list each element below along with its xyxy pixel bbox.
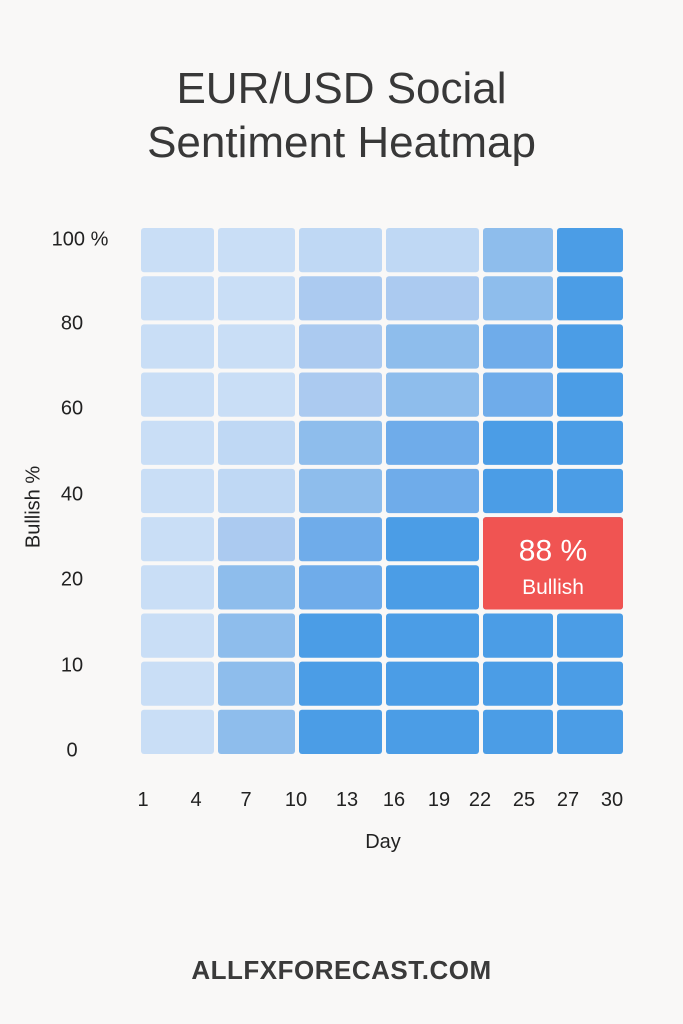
heatmap-cell [299,565,382,610]
heatmap-cell [299,276,382,321]
heatmap-cell [557,372,623,417]
heatmap-cell [557,468,623,514]
heatmap-cell [141,709,214,754]
x-tick-label: 13 [336,789,358,811]
chart-title-line-1: EUR/USD Social [176,64,507,113]
x-tick-label: 7 [240,789,251,811]
heatmap-cell [218,709,295,754]
heatmap-cell [299,324,382,369]
heatmap-cell [386,372,479,417]
y-tick-label: 10 [61,654,83,676]
y-tick-label: 100 % [52,228,109,250]
heatmap-cell [386,468,479,514]
heatmap-cell [218,661,295,706]
heatmap-cell [299,420,382,465]
heatmap-cell [141,661,214,706]
heatmap-cell [386,613,479,658]
heatmap-cell [483,613,553,658]
x-tick-label: 27 [557,789,579,811]
y-tick-label: 60 [61,397,83,419]
heatmap-cell [557,709,623,754]
heatmap-cells [141,228,623,754]
heatmap-cell [557,276,623,321]
chart-title: EUR/USD Social Sentiment Heatmap [0,62,683,170]
x-tick-label: 25 [513,789,535,811]
x-tick-label: 1 [137,789,148,811]
heatmap-cell [386,709,479,754]
x-tick-label: 22 [469,789,491,811]
chart-title-line-2: Sentiment Heatmap [147,118,536,167]
heatmap-cell [557,324,623,369]
x-tick-label: 4 [190,789,201,811]
heatmap-chart: 100 % 80 60 40 20 10 0 1 4 7 10 13 16 19 22 25 27 30 Bul… [22,228,623,853]
heatmap-cell [218,228,295,273]
heatmap-cell [141,468,214,514]
heatmap-cell [386,420,479,465]
heatmap-cell [386,324,479,369]
heatmap-cell [218,613,295,658]
heatmap-cell [218,565,295,610]
heatmap-cell [141,324,214,369]
x-axis-label: Day [365,831,401,853]
y-tick-label: 80 [61,312,83,334]
heatmap-cell [299,709,382,754]
heatmap-cell [483,661,553,706]
heatmap-cell [141,276,214,321]
heatmap-cell [386,565,479,610]
heatmap-cell [483,372,553,417]
heatmap-cell [299,661,382,706]
highlight-label: Bullish [522,576,584,599]
heatmap-cell [218,372,295,417]
heatmap-cell [483,420,553,465]
heatmap-cell [386,517,479,562]
heatmap-cell [386,228,479,273]
highlight-annotation: 88 % Bullish [483,517,623,610]
heatmap-cell [483,228,553,273]
heatmap-cell [299,372,382,417]
heatmap-cell [557,613,623,658]
heatmap-cell [218,517,295,562]
heatmap-cell [483,276,553,321]
heatmap-cell [299,613,382,658]
heatmap-cell [218,324,295,369]
heatmap-cell [557,661,623,706]
heatmap-cell [218,468,295,514]
heatmap-cell [299,468,382,514]
heatmap-cell [483,324,553,369]
x-tick-label: 10 [285,789,307,811]
footer-brand: ALLFXFORECAST.COM [191,955,492,985]
x-tick-label: 16 [383,789,405,811]
heatmap-cell [483,468,553,514]
heatmap-cell [386,661,479,706]
y-tick-label: 40 [61,483,83,505]
x-tick-label: 30 [601,789,623,811]
heatmap-cell [299,228,382,273]
heatmap-cell [557,228,623,273]
heatmap-cell [141,372,214,417]
y-axis-ticks: 100 % 80 60 40 20 10 0 [52,228,109,761]
heatmap-cell [218,276,295,321]
heatmap-cell [141,420,214,465]
y-axis-label: Bullish % [22,466,44,548]
y-tick-label: 20 [61,568,83,590]
heatmap-cell [299,517,382,562]
heatmap-cell [386,276,479,321]
x-tick-label: 19 [428,789,450,811]
heatmap-cell [141,517,214,562]
highlight-value: 88 % [519,535,587,568]
heatmap-cell [141,228,214,273]
highlight-cell [483,517,623,610]
heatmap-cell [141,613,214,658]
y-tick-label: 0 [66,739,77,761]
heatmap-cell [483,709,553,754]
heatmap-cell [557,420,623,465]
x-axis-ticks: 1 4 7 10 13 16 19 22 25 27 30 [137,789,623,811]
heatmap-cell [218,420,295,465]
heatmap-cell [141,565,214,610]
